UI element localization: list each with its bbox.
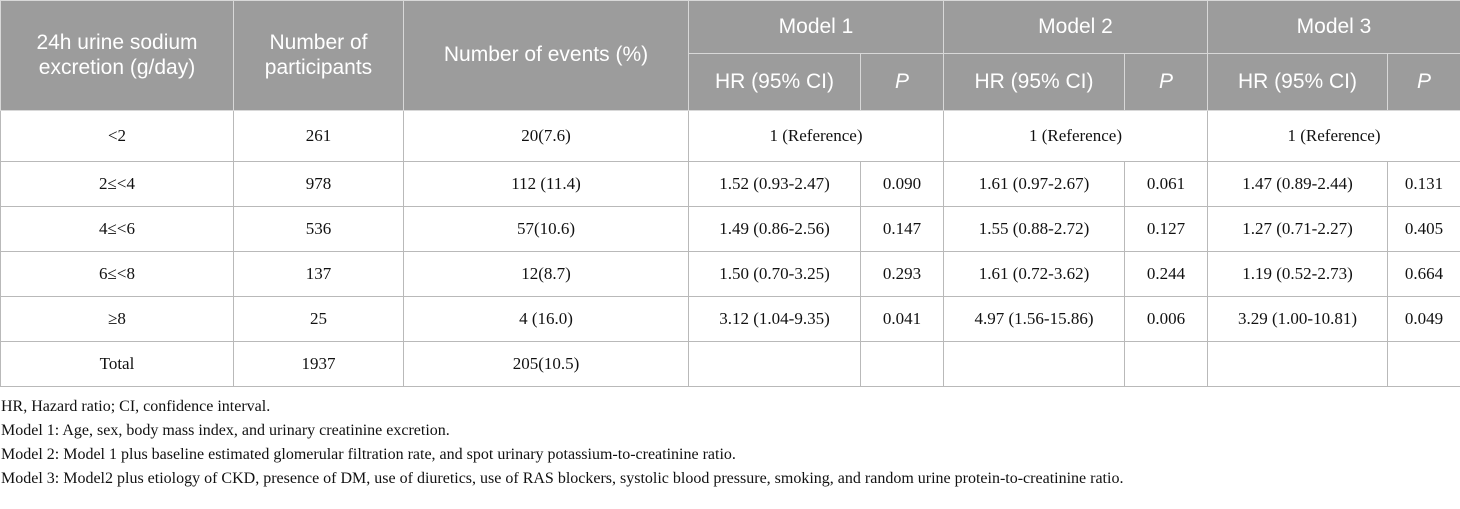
table-figure: 24h urine sodium excretion (g/day) Numbe… (0, 0, 1460, 491)
header-m1-p: P (860, 53, 944, 111)
cell-events: 4 (16.0) (403, 296, 689, 342)
cell-m1-p: 0.041 (860, 296, 944, 342)
cell-category: Total (0, 341, 234, 387)
header-m3-hr: HR (95% CI) (1207, 53, 1388, 111)
cell-m1-hr: 1.50 (0.70-3.25) (688, 251, 861, 297)
cell-m1-p: 0.293 (860, 251, 944, 297)
footnote-abbreviations: HR, Hazard ratio; CI, confidence interva… (1, 398, 271, 415)
cell-participants: 25 (233, 296, 404, 342)
cell-m3-hr: 1.19 (0.52-2.73) (1207, 251, 1388, 297)
cell-m3-p: 0.049 (1387, 296, 1460, 342)
header-m2-p: P (1124, 53, 1208, 111)
cell-m2-p: 0.006 (1124, 296, 1208, 342)
cell-participants: 137 (233, 251, 404, 297)
cell-m2-hr: 1.61 (0.97-2.67) (943, 161, 1125, 207)
header-model-2: Model 2 (943, 0, 1208, 54)
cell-m2-hr: 4.97 (1.56-15.86) (943, 296, 1125, 342)
cell-m3-p: 0.405 (1387, 206, 1460, 252)
header-events: Number of events (%) (403, 0, 689, 111)
header-m1-hr: HR (95% CI) (688, 53, 861, 111)
cell-m2-p: 0.061 (1124, 161, 1208, 207)
cell-events: 205(10.5) (403, 341, 689, 387)
header-m3-p: P (1387, 53, 1460, 111)
cell-m1-hr: 1.49 (0.86-2.56) (688, 206, 861, 252)
table-row: <2 261 20(7.6) 1 (Reference) 1 (Referenc… (0, 110, 1460, 162)
table-header: 24h urine sodium excretion (g/day) Numbe… (0, 0, 1460, 111)
cell-category: 6≤<8 (0, 251, 234, 297)
table-row: Total 1937 205(10.5) (0, 341, 1460, 387)
cell-m2-reference: 1 (Reference) (943, 110, 1208, 162)
cell-m1-p: 0.090 (860, 161, 944, 207)
header-m2-hr: HR (95% CI) (943, 53, 1125, 111)
header-model-1: Model 1 (688, 0, 944, 54)
cell-m1-p: 0.147 (860, 206, 944, 252)
cell-m3-p: 0.664 (1387, 251, 1460, 297)
cell-m3-p: 0.131 (1387, 161, 1460, 207)
cell-m2-p (1124, 341, 1208, 387)
cell-participants: 978 (233, 161, 404, 207)
cell-events: 57(10.6) (403, 206, 689, 252)
cell-m2-p: 0.127 (1124, 206, 1208, 252)
cell-m2-hr: 1.55 (0.88-2.72) (943, 206, 1125, 252)
table-row: 4≤<6 536 57(10.6) 1.49 (0.86-2.56) 0.147… (0, 206, 1460, 252)
cell-m3-reference: 1 (Reference) (1207, 110, 1460, 162)
footnote-model-3: Model 3: Model2 plus etiology of CKD, pr… (1, 470, 1124, 487)
cell-m1-hr (688, 341, 861, 387)
cell-m1-p (860, 341, 944, 387)
cell-m1-reference: 1 (Reference) (688, 110, 944, 162)
header-row-1: 24h urine sodium excretion (g/day) Numbe… (0, 0, 1460, 111)
table-body: <2 261 20(7.6) 1 (Reference) 1 (Referenc… (0, 110, 1460, 387)
hazard-ratio-table: 24h urine sodium excretion (g/day) Numbe… (0, 0, 1460, 387)
cell-m3-p (1387, 341, 1460, 387)
cell-m3-hr: 1.27 (0.71-2.27) (1207, 206, 1388, 252)
cell-m3-hr (1207, 341, 1388, 387)
cell-m2-hr (943, 341, 1125, 387)
cell-category: <2 (0, 110, 234, 162)
cell-m2-hr: 1.61 (0.72-3.62) (943, 251, 1125, 297)
header-participants: Number of participants (233, 0, 404, 111)
cell-events: 12(8.7) (403, 251, 689, 297)
cell-m1-hr: 1.52 (0.93-2.47) (688, 161, 861, 207)
cell-participants: 261 (233, 110, 404, 162)
cell-m1-hr: 3.12 (1.04-9.35) (688, 296, 861, 342)
footnote-model-1: Model 1: Age, sex, body mass index, and … (1, 422, 450, 439)
cell-m2-p: 0.244 (1124, 251, 1208, 297)
cell-category: ≥8 (0, 296, 234, 342)
table-row: 6≤<8 137 12(8.7) 1.50 (0.70-3.25) 0.293 … (0, 251, 1460, 297)
cell-participants: 1937 (233, 341, 404, 387)
header-exposure: 24h urine sodium excretion (g/day) (0, 0, 234, 111)
cell-category: 4≤<6 (0, 206, 234, 252)
cell-category: 2≤<4 (0, 161, 234, 207)
header-model-3: Model 3 (1207, 0, 1460, 54)
table-footnotes: HR, Hazard ratio; CI, confidence interva… (0, 395, 1460, 491)
cell-m3-hr: 3.29 (1.00-10.81) (1207, 296, 1388, 342)
header-row-2: HR (95% CI) P HR (95% CI) P HR (95% CI) … (1, 53, 1460, 111)
table-row: 2≤<4 978 112 (11.4) 1.52 (0.93-2.47) 0.0… (0, 161, 1460, 207)
cell-events: 20(7.6) (403, 110, 689, 162)
cell-events: 112 (11.4) (403, 161, 689, 207)
cell-m3-hr: 1.47 (0.89-2.44) (1207, 161, 1388, 207)
cell-participants: 536 (233, 206, 404, 252)
footnote-model-2: Model 2: Model 1 plus baseline estimated… (1, 446, 736, 463)
table-row: ≥8 25 4 (16.0) 3.12 (1.04-9.35) 0.041 4.… (0, 296, 1460, 342)
